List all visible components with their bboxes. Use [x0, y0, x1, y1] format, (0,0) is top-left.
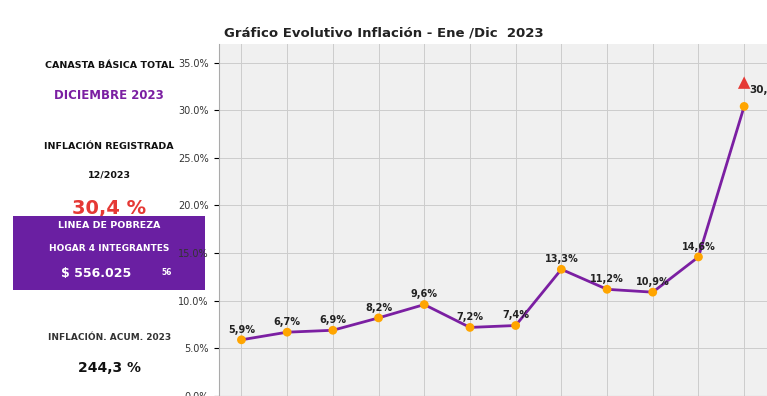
Point — [601, 286, 613, 293]
Point — [327, 327, 339, 333]
Text: 8,2%: 8,2% — [365, 303, 392, 313]
Point — [418, 301, 430, 308]
Point — [647, 289, 659, 295]
Text: 5,9%: 5,9% — [228, 325, 255, 335]
Point — [693, 254, 705, 260]
Text: 7,2%: 7,2% — [456, 312, 483, 322]
Text: 244,3 %: 244,3 % — [77, 361, 141, 375]
Point — [281, 329, 293, 335]
Text: 9,6%: 9,6% — [411, 289, 438, 299]
Text: 11,2%: 11,2% — [590, 274, 624, 284]
Point — [464, 324, 476, 331]
FancyBboxPatch shape — [13, 216, 206, 290]
Text: 7,4%: 7,4% — [502, 310, 529, 320]
Text: 6,9%: 6,9% — [319, 315, 347, 325]
Text: 30,4%: 30,4% — [749, 85, 767, 95]
Text: INFLACIÓN REGISTRADA: INFLACIÓN REGISTRADA — [44, 142, 174, 151]
Point — [738, 80, 750, 86]
Text: 10,9%: 10,9% — [636, 277, 670, 287]
Text: HOGAR 4 INTEGRANTES: HOGAR 4 INTEGRANTES — [49, 244, 170, 253]
Text: DICIEMBRE 2023: DICIEMBRE 2023 — [54, 89, 164, 103]
Text: INFLACIÓN. ACUM. 2023: INFLACIÓN. ACUM. 2023 — [48, 333, 171, 342]
Point — [509, 322, 522, 329]
Point — [373, 315, 385, 321]
Text: 6,7%: 6,7% — [274, 317, 301, 327]
Point — [555, 266, 568, 272]
Point — [738, 103, 750, 110]
Point — [235, 337, 248, 343]
Text: 13,3%: 13,3% — [545, 254, 578, 264]
Text: LINEA DE POBREZA: LINEA DE POBREZA — [58, 221, 160, 230]
Text: 14,6%: 14,6% — [682, 242, 716, 252]
Text: $ 556.025: $ 556.025 — [61, 267, 131, 280]
Text: Gráfico Evolutivo Inflación - Ene /Dic  2023: Gráfico Evolutivo Inflación - Ene /Dic 2… — [224, 27, 544, 40]
Text: 30,4 %: 30,4 % — [72, 199, 146, 218]
Text: 12/2023: 12/2023 — [87, 170, 131, 179]
Text: VALORIZACIÓN Y FLUCTUACIÓN PORCENTUAL CANASTA BÁSICA TOTAL - INFLACIÓN DICIEMBRE: VALORIZACIÓN Y FLUCTUACIÓN PORCENTUAL CA… — [102, 17, 665, 27]
Text: CANASTA BÁSICA TOTAL: CANASTA BÁSICA TOTAL — [44, 61, 174, 70]
Text: 56: 56 — [162, 268, 172, 278]
